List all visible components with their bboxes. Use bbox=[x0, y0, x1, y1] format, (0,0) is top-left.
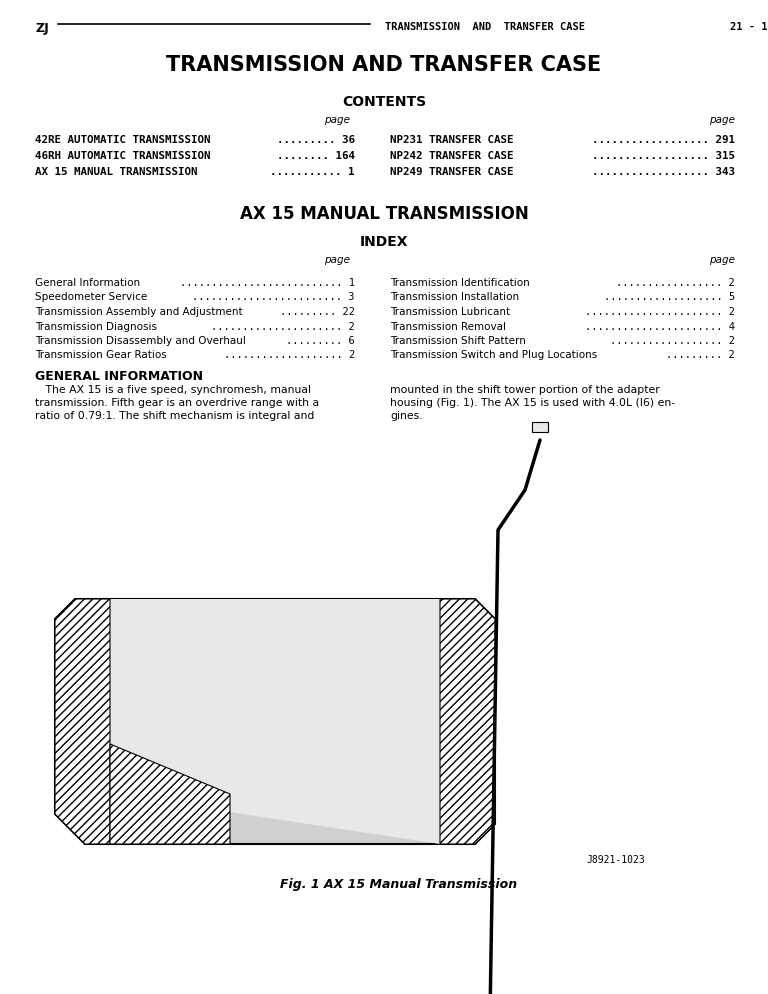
Polygon shape bbox=[110, 599, 440, 844]
Text: gines.: gines. bbox=[390, 411, 422, 421]
Bar bbox=[532, 422, 548, 432]
Text: 42RE AUTOMATIC TRANSMISSION: 42RE AUTOMATIC TRANSMISSION bbox=[35, 135, 210, 145]
Text: Transmission Installation: Transmission Installation bbox=[390, 292, 519, 302]
Text: page: page bbox=[709, 115, 735, 125]
Text: Transmission Switch and Plug Locations: Transmission Switch and Plug Locations bbox=[390, 351, 598, 361]
Text: page: page bbox=[324, 255, 350, 265]
Text: Transmission Removal: Transmission Removal bbox=[390, 321, 506, 332]
Text: ..................... 2: ..................... 2 bbox=[211, 321, 355, 332]
Text: .................. 2: .................. 2 bbox=[610, 336, 735, 346]
Text: housing (Fig. 1). The AX 15 is used with 4.0L (I6) en-: housing (Fig. 1). The AX 15 is used with… bbox=[390, 398, 675, 408]
Text: ........ 164: ........ 164 bbox=[277, 151, 355, 161]
Text: Transmission Diagnosis: Transmission Diagnosis bbox=[35, 321, 157, 332]
Text: page: page bbox=[709, 255, 735, 265]
Text: mounted in the shift tower portion of the adapter: mounted in the shift tower portion of th… bbox=[390, 385, 660, 395]
Text: NP249 TRANSFER CASE: NP249 TRANSFER CASE bbox=[390, 167, 514, 177]
Text: Fig. 1 AX 15 Manual Transmission: Fig. 1 AX 15 Manual Transmission bbox=[280, 878, 517, 891]
Text: ................. 2: ................. 2 bbox=[616, 278, 735, 288]
Text: ZJ: ZJ bbox=[35, 22, 48, 35]
Text: ......... 36: ......... 36 bbox=[277, 135, 355, 145]
Text: Transmission Identification: Transmission Identification bbox=[390, 278, 530, 288]
Text: ................... 5: ................... 5 bbox=[604, 292, 735, 302]
Polygon shape bbox=[110, 744, 230, 844]
Text: NP242 TRANSFER CASE: NP242 TRANSFER CASE bbox=[390, 151, 514, 161]
Text: ........... 1: ........... 1 bbox=[270, 167, 355, 177]
Text: ...................... 4: ...................... 4 bbox=[585, 321, 735, 332]
Text: .......................... 1: .......................... 1 bbox=[180, 278, 355, 288]
Text: ......... 22: ......... 22 bbox=[280, 307, 355, 317]
Text: ...................... 2: ...................... 2 bbox=[585, 307, 735, 317]
Text: General Information: General Information bbox=[35, 278, 140, 288]
Polygon shape bbox=[440, 599, 495, 844]
Text: ................... 2: ................... 2 bbox=[223, 351, 355, 361]
Text: INDEX: INDEX bbox=[359, 235, 409, 249]
Text: Transmission Gear Ratios: Transmission Gear Ratios bbox=[35, 351, 167, 361]
Text: NP231 TRANSFER CASE: NP231 TRANSFER CASE bbox=[390, 135, 514, 145]
Polygon shape bbox=[55, 599, 495, 844]
Text: Transmission Shift Pattern: Transmission Shift Pattern bbox=[390, 336, 526, 346]
Text: ......... 6: ......... 6 bbox=[286, 336, 355, 346]
Text: The AX 15 is a five speed, synchromesh, manual: The AX 15 is a five speed, synchromesh, … bbox=[35, 385, 311, 395]
Text: transmission. Fifth gear is an overdrive range with a: transmission. Fifth gear is an overdrive… bbox=[35, 398, 319, 408]
Text: AX 15 MANUAL TRANSMISSION: AX 15 MANUAL TRANSMISSION bbox=[240, 205, 528, 223]
Text: TRANSMISSION  AND  TRANSFER CASE: TRANSMISSION AND TRANSFER CASE bbox=[385, 22, 585, 32]
Text: TRANSMISSION AND TRANSFER CASE: TRANSMISSION AND TRANSFER CASE bbox=[167, 55, 601, 75]
Text: 21 - 1: 21 - 1 bbox=[730, 22, 767, 32]
Text: J8921-1023: J8921-1023 bbox=[586, 855, 645, 865]
Text: Speedometer Service: Speedometer Service bbox=[35, 292, 147, 302]
Text: page: page bbox=[324, 115, 350, 125]
Text: 46RH AUTOMATIC TRANSMISSION: 46RH AUTOMATIC TRANSMISSION bbox=[35, 151, 210, 161]
Text: ratio of 0.79:1. The shift mechanism is integral and: ratio of 0.79:1. The shift mechanism is … bbox=[35, 411, 314, 421]
Text: Transmission Lubricant: Transmission Lubricant bbox=[390, 307, 510, 317]
Text: Transmission Assembly and Adjustment: Transmission Assembly and Adjustment bbox=[35, 307, 243, 317]
Text: GENERAL INFORMATION: GENERAL INFORMATION bbox=[35, 370, 203, 383]
Text: ......... 2: ......... 2 bbox=[667, 351, 735, 361]
Text: .................. 291: .................. 291 bbox=[592, 135, 735, 145]
Polygon shape bbox=[55, 599, 110, 844]
Text: ........................ 3: ........................ 3 bbox=[193, 292, 355, 302]
Text: .................. 343: .................. 343 bbox=[592, 167, 735, 177]
Text: AX 15 MANUAL TRANSMISSION: AX 15 MANUAL TRANSMISSION bbox=[35, 167, 197, 177]
Text: Transmission Disassembly and Overhaul: Transmission Disassembly and Overhaul bbox=[35, 336, 246, 346]
Text: .................. 315: .................. 315 bbox=[592, 151, 735, 161]
Text: CONTENTS: CONTENTS bbox=[342, 95, 426, 109]
